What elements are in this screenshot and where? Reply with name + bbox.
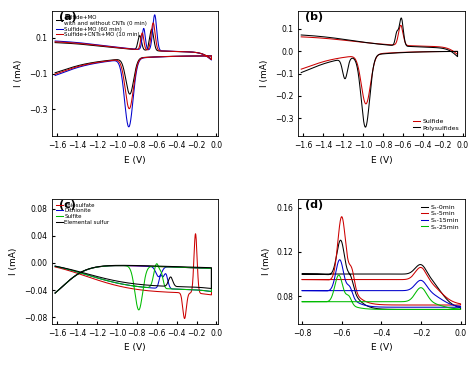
X-axis label: E (V): E (V) <box>125 156 146 164</box>
Text: (c): (c) <box>59 200 76 210</box>
Legend: Thiosulfate, Dithionite, Sulfite, Elemental sulfur: Thiosulfate, Dithionite, Sulfite, Elemen… <box>55 202 110 226</box>
X-axis label: E (V): E (V) <box>371 156 392 164</box>
Y-axis label: I (mA): I (mA) <box>262 248 271 275</box>
Legend: Sulfide+MO
with and without CNTs (0 min), Sulfide+MO (60 min), Sulfide+CNTs+MO (: Sulfide+MO with and without CNTs (0 min)… <box>55 14 148 39</box>
Legend: Sulfide, Polysulfides: Sulfide, Polysulfides <box>410 116 461 133</box>
X-axis label: E (V): E (V) <box>125 343 146 352</box>
Y-axis label: I (mA): I (mA) <box>260 60 269 87</box>
Y-axis label: I (mA): I (mA) <box>9 248 18 275</box>
Text: (d): (d) <box>305 200 323 210</box>
Text: (a): (a) <box>59 12 76 22</box>
X-axis label: E (V): E (V) <box>371 343 392 352</box>
Y-axis label: I (mA): I (mA) <box>14 60 23 87</box>
Text: (b): (b) <box>305 12 323 22</box>
Legend: Sₓ-0min, Sₓ-5min, Sₓ-15min, Sₓ-25min: Sₓ-0min, Sₓ-5min, Sₓ-15min, Sₓ-25min <box>419 202 461 232</box>
